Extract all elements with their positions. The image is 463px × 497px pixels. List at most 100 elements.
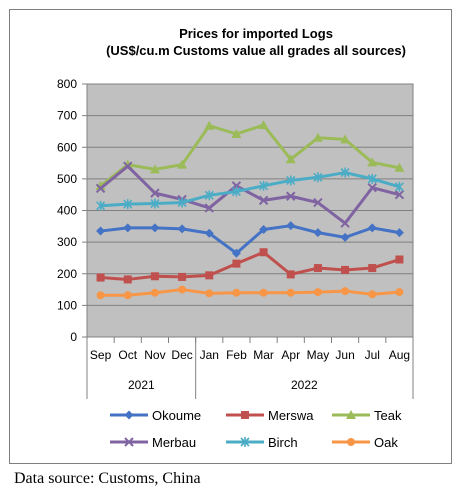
x-tick-label: May: [307, 348, 330, 362]
marker-triangle: [204, 120, 215, 130]
x-tick-label: Oct: [118, 348, 137, 362]
series-line: [99, 164, 400, 225]
marker-triangle: [346, 410, 356, 419]
marker-circle: [347, 438, 355, 446]
legend-label: Merbau: [152, 435, 196, 450]
marker-circle: [286, 288, 295, 297]
marker-diamond: [394, 228, 404, 238]
marker-star: [340, 167, 350, 178]
marker-diamond: [231, 248, 241, 258]
marker-x: [150, 188, 160, 198]
chart-container: Prices for imported Logs (US$/cu.m Custo…: [9, 9, 452, 464]
marker-x: [258, 195, 269, 206]
x-tick-label: Jan: [200, 348, 219, 362]
legend-item-teak: Teak: [332, 408, 402, 423]
series-birch: [96, 167, 404, 211]
marker-square: [96, 273, 105, 282]
marker-circle: [341, 287, 350, 296]
legend-label: Merswa: [268, 408, 314, 423]
x-tick-label: Dec: [171, 348, 192, 362]
y-tick-label: 800: [57, 77, 77, 91]
marker-diamond: [367, 223, 377, 233]
legend-item-okoume: Okoume: [110, 408, 201, 423]
marker-square: [259, 248, 268, 257]
legend-item-merswa: Merswa: [226, 408, 314, 423]
marker-star: [367, 173, 377, 184]
marker-square: [123, 275, 132, 284]
marker-circle: [205, 289, 214, 298]
marker-x: [286, 191, 296, 201]
marker-x: [204, 203, 214, 213]
marker-triangle: [149, 164, 160, 174]
x-tick-label: Feb: [226, 348, 247, 362]
marker-square: [150, 272, 159, 281]
marker-diamond: [259, 224, 269, 234]
series-line: [100, 171, 400, 208]
marker-star: [150, 198, 160, 209]
series-oak: [96, 285, 404, 300]
marker-diamond: [96, 226, 106, 236]
y-tick-label: 200: [57, 267, 77, 281]
marker-x: [95, 183, 106, 194]
legend-item-birch: Birch: [226, 435, 298, 450]
marker-star: [204, 190, 214, 201]
marker-star: [259, 180, 269, 191]
marker-star: [313, 172, 323, 183]
series-merswa: [96, 248, 404, 284]
marker-square: [395, 255, 404, 264]
y-tick-label: 500: [57, 172, 77, 186]
series-lines: [95, 120, 405, 300]
plot-area: [86, 83, 414, 338]
series-line: [100, 250, 400, 281]
marker-square: [341, 265, 350, 274]
marker-triangle: [340, 134, 351, 144]
series-line: [100, 224, 400, 255]
x-tick-label: Mar: [253, 348, 274, 362]
marker-square: [313, 264, 322, 273]
data-source-note: Data source: Customs, China: [14, 470, 201, 487]
marker-x: [124, 437, 134, 447]
marker-star: [231, 186, 241, 197]
marker-x: [394, 189, 405, 200]
marker-triangle: [367, 157, 378, 167]
series-okoume: [96, 221, 404, 258]
series-merbau: [95, 161, 405, 228]
year-group-label: 2022: [291, 378, 318, 392]
x-tick-label: Apr: [281, 348, 300, 362]
axes: 0 100 200 300 400 500 600 700 800 Sep Oct Nov Dec Jan…: [57, 77, 414, 399]
marker-diamond: [313, 228, 323, 238]
marker-x: [340, 218, 350, 228]
y-tick-label: 100: [57, 298, 77, 312]
marker-square: [368, 264, 377, 273]
line-chart: Prices for imported Logs (US$/cu.m Custo…: [57, 26, 414, 450]
marker-x: [313, 197, 323, 208]
marker-x: [367, 183, 377, 193]
marker-circle: [150, 288, 159, 297]
y-tick-label: 600: [57, 140, 77, 154]
legend-label: Birch: [268, 435, 298, 450]
marker-diamond: [177, 224, 187, 234]
y-tick-label: 700: [57, 109, 77, 123]
marker-triangle: [285, 154, 296, 164]
legend-label: Okoume: [152, 408, 201, 423]
marker-star: [177, 197, 187, 208]
marker-diamond: [123, 223, 133, 233]
series-line: [100, 288, 400, 297]
marker-triangle: [231, 128, 242, 138]
marker-triangle: [177, 159, 188, 169]
chart-title: Prices for imported Logs: [179, 26, 333, 41]
y-tick-label: 300: [57, 235, 77, 249]
marker-diamond: [204, 228, 214, 238]
marker-circle: [178, 285, 187, 294]
marker-diamond: [286, 221, 296, 231]
marker-circle: [232, 288, 241, 297]
x-tick-label: Nov: [144, 348, 165, 362]
x-tick-label: Jun: [335, 348, 354, 362]
marker-circle: [259, 288, 268, 297]
legend: Okoume Merswa Teak Merbau Birch Oak: [110, 408, 402, 450]
marker-x: [123, 161, 133, 171]
y-tick-label: 0: [70, 330, 77, 344]
legend-item-merbau: Merbau: [110, 435, 196, 450]
marker-circle: [123, 291, 132, 300]
marker-star: [96, 200, 106, 211]
